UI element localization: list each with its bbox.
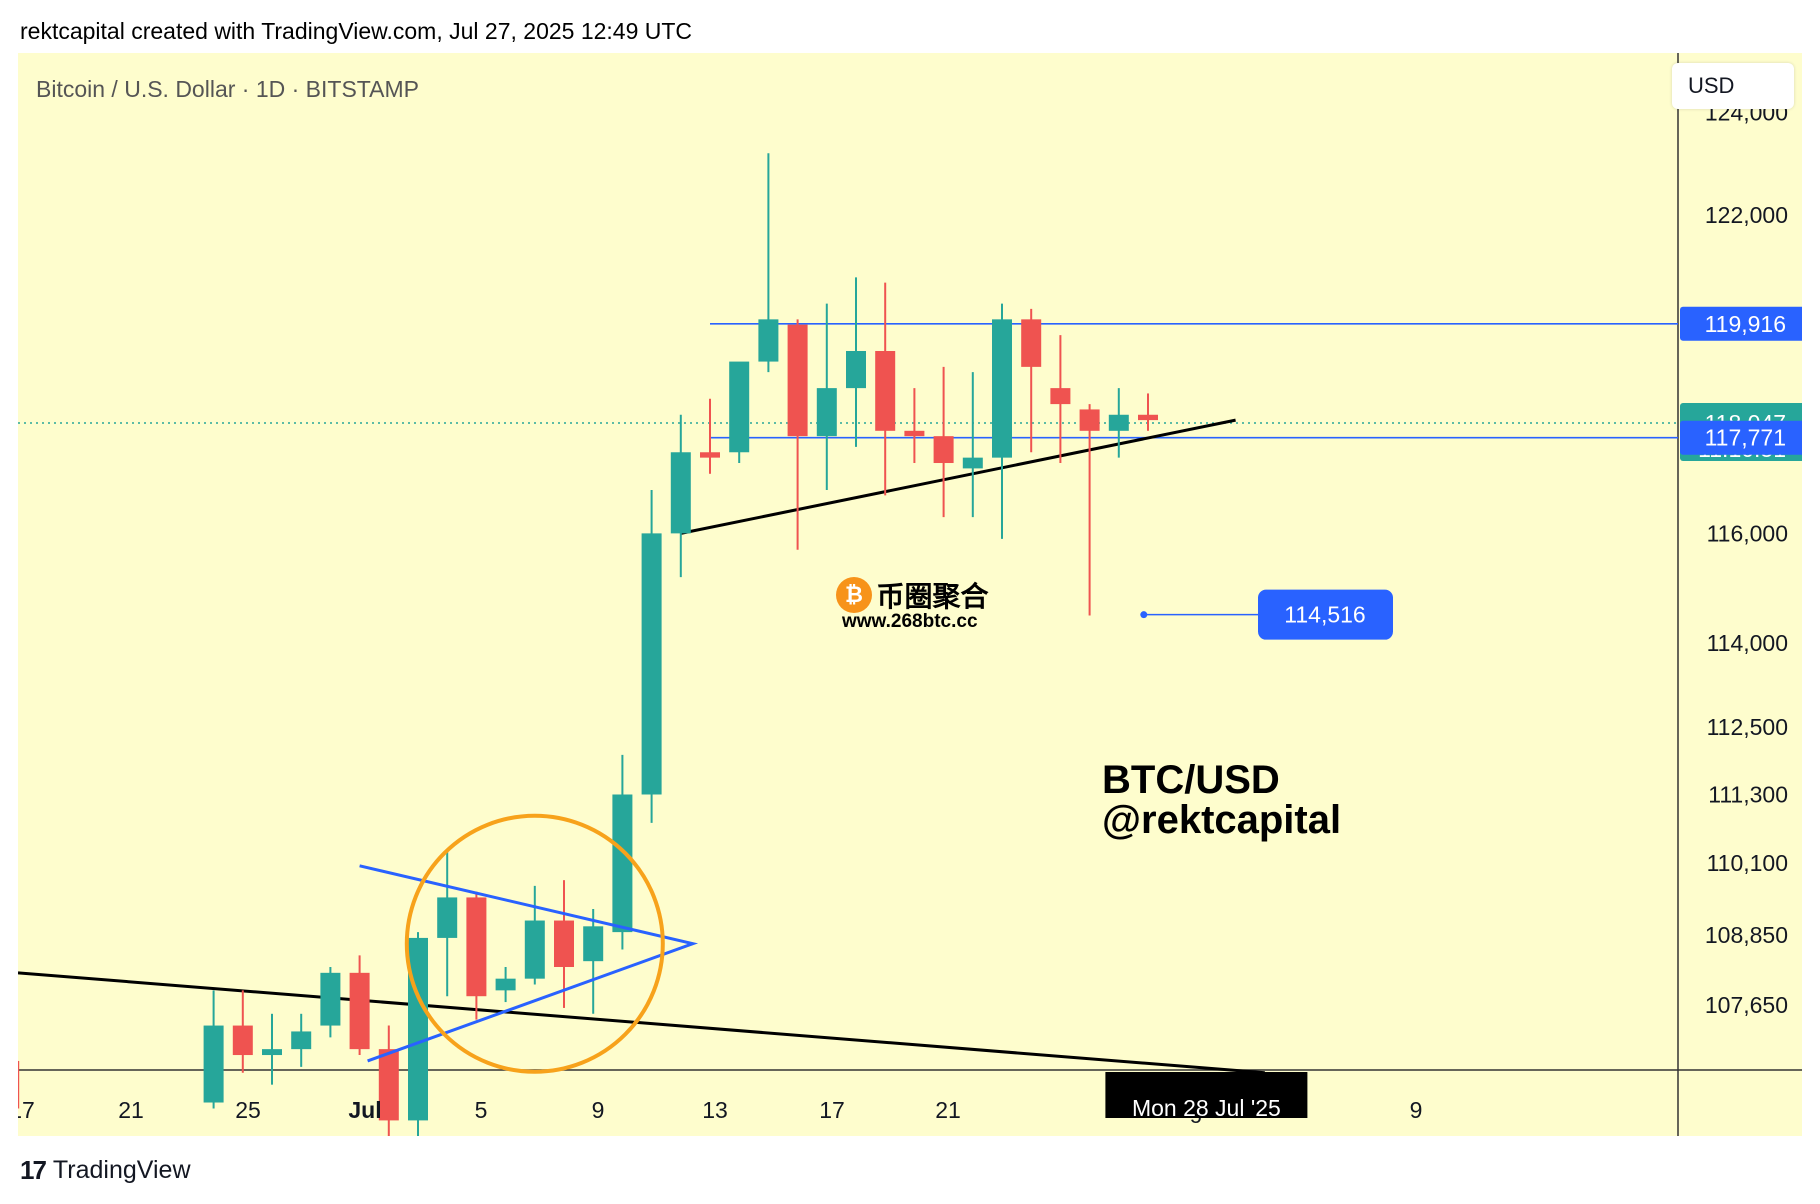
candle-body <box>1050 388 1071 405</box>
watermark-text: 币圈聚合 <box>876 580 989 613</box>
candle-body <box>1079 409 1100 431</box>
y-tick-label: 108,850 <box>1705 922 1788 948</box>
candle-body <box>378 1049 399 1121</box>
x-tick-label: 21 <box>935 1097 961 1123</box>
footer: 17 TradingView <box>20 1155 191 1186</box>
candle-body <box>1108 414 1129 431</box>
candle-body <box>700 452 720 458</box>
candle-body <box>758 319 779 362</box>
chart-area[interactable] <box>18 53 1802 1136</box>
highlight-circle <box>404 813 665 1074</box>
candle-body <box>262 1049 282 1056</box>
callout-label-box <box>1258 589 1393 640</box>
x-tick-label: Jul <box>348 1097 381 1123</box>
candle-body <box>904 430 925 437</box>
candle-body <box>291 1031 312 1050</box>
price-level-label: 119,916 <box>1705 311 1786 337</box>
candle-body <box>816 388 837 437</box>
y-tick-label: 122,000 <box>1705 202 1788 228</box>
triangle-pattern <box>359 864 699 1063</box>
watermark-url: www.268btc.cc <box>842 611 978 632</box>
y-tick-label: 111,300 <box>1708 781 1788 807</box>
candle-body <box>933 436 954 464</box>
candle-body <box>992 319 1012 458</box>
candle-body <box>1021 319 1042 367</box>
callout-dot <box>1140 611 1148 619</box>
candle-body <box>437 897 458 938</box>
candle-body <box>320 972 341 1026</box>
x-tick-label: 25 <box>235 1097 261 1123</box>
watermark: ₿ 币圈聚合 www.268btc.cc <box>836 575 988 633</box>
candle-body <box>962 457 983 469</box>
y-tick-label: 107,650 <box>1705 992 1788 1018</box>
candle-body <box>641 533 662 795</box>
descending-trendline <box>18 971 1265 1075</box>
annotation-line-1: BTC/USD <box>1102 758 1280 802</box>
candle-body <box>524 920 545 979</box>
candle-body <box>670 452 691 534</box>
candle-body <box>875 350 896 431</box>
x-tick-label: 17 <box>18 1097 35 1123</box>
candle-body <box>787 324 808 437</box>
price-level-label-box <box>1680 420 1802 455</box>
candle-body <box>612 794 633 933</box>
crosshair-date-label: Mon 28 Jul '25 <box>1132 1095 1281 1121</box>
x-tick-label: 5 <box>475 1097 488 1123</box>
price-level-label: 117,771 <box>1705 425 1786 451</box>
currency-button[interactable]: USD <box>1672 63 1794 109</box>
candle-body <box>466 897 487 997</box>
bitcoin-coin-icon: ₿ <box>836 577 872 613</box>
y-tick-label: 112,500 <box>1707 714 1788 740</box>
candle-body <box>203 1025 224 1103</box>
callout-label: 114,516 <box>1284 602 1365 628</box>
chart-header: rektcapital created with TradingView.com… <box>20 18 693 44</box>
candle-body <box>232 1025 253 1056</box>
y-tick-label: 114,000 <box>1707 630 1788 656</box>
x-tick-label: 17 <box>819 1097 845 1123</box>
tradingview-brand: TradingView <box>52 1156 191 1184</box>
y-tick-label: 110,100 <box>1707 850 1788 876</box>
y-tick-label: 116,000 <box>1707 520 1788 546</box>
crosshair-date-box <box>1105 1072 1308 1118</box>
candle-body <box>495 978 516 991</box>
symbol-title[interactable]: Bitcoin / U.S. Dollar · 1D · BITSTAMP <box>36 76 419 102</box>
candle-body <box>583 926 604 962</box>
x-tick-label: 9 <box>1410 1097 1423 1123</box>
support-trendline <box>680 418 1236 535</box>
candle-body <box>18 1060 20 1109</box>
candle-body <box>1138 414 1158 421</box>
annotation-line-2: @rektcapital <box>1102 798 1342 842</box>
chart-annotation: BTC/USD @rektcapital <box>1102 760 1341 840</box>
candlestick-chart[interactable]: 114,516124,000122,000116,000114,000112,5… <box>18 53 1802 1136</box>
candle-body <box>846 350 866 389</box>
x-tick-label: 13 <box>702 1097 728 1123</box>
candle-body <box>729 361 750 453</box>
x-tick-label: 21 <box>118 1097 144 1123</box>
candle-body <box>349 972 370 1050</box>
candle-body <box>408 937 428 1121</box>
price-level-label-box <box>1680 306 1802 341</box>
tradingview-logo-icon: 17 <box>20 1155 47 1185</box>
candle-body <box>554 920 574 967</box>
x-tick-label: 9 <box>592 1097 605 1123</box>
